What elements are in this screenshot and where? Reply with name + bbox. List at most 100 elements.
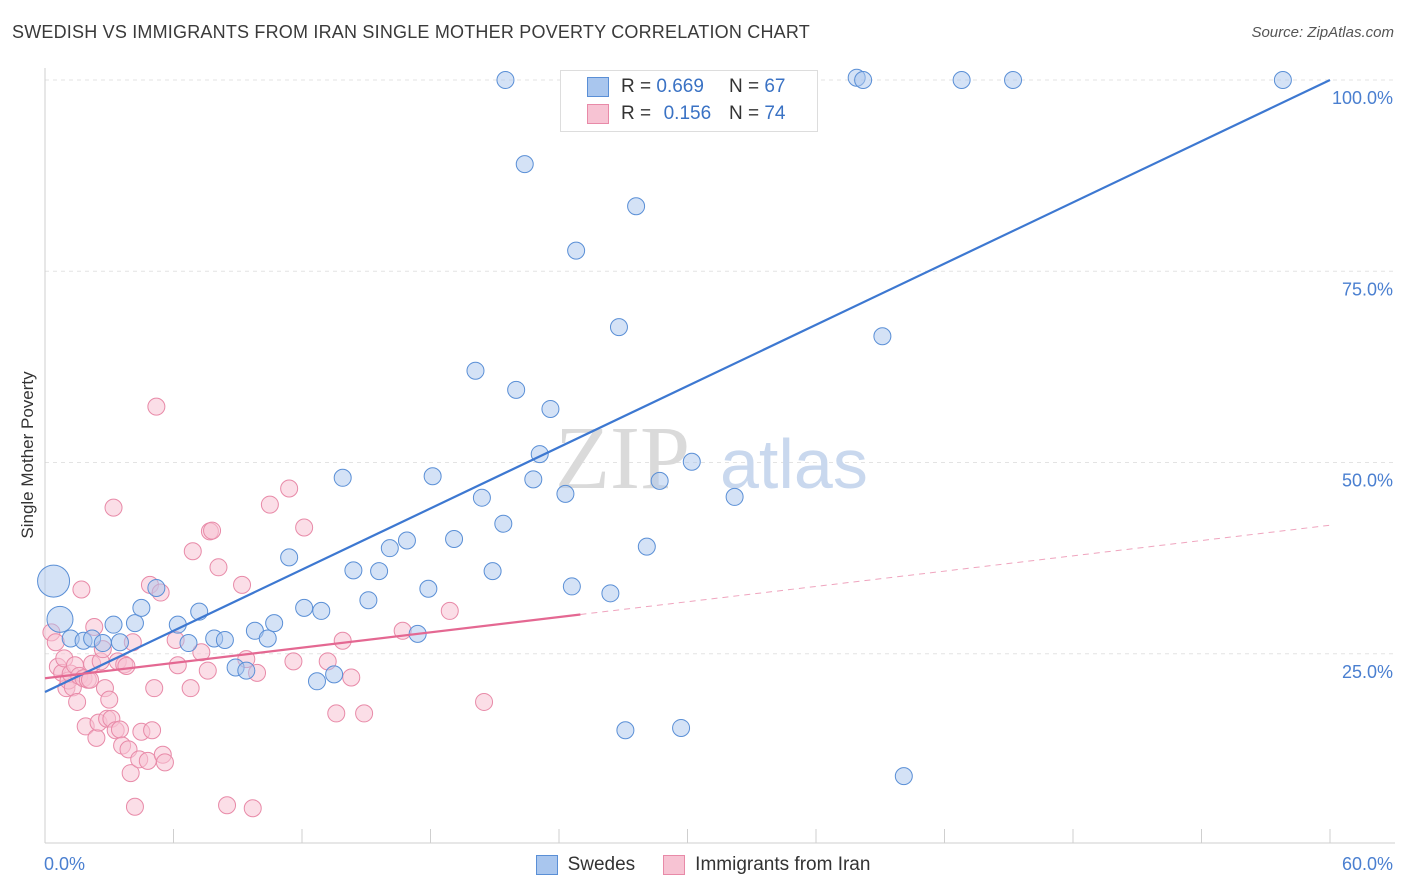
swedes-point bbox=[725, 487, 744, 506]
legend-swatch-iran bbox=[663, 855, 686, 875]
swedes-point bbox=[380, 539, 399, 558]
swedes-point bbox=[682, 452, 701, 471]
series-iran bbox=[42, 397, 494, 818]
iran-point bbox=[218, 796, 237, 815]
iran-point bbox=[440, 601, 459, 620]
iran-point bbox=[284, 652, 303, 671]
swedes-point bbox=[616, 721, 635, 740]
swedes-point bbox=[1004, 71, 1023, 89]
swedes-point bbox=[147, 578, 166, 597]
chart-title: SWEDISH VS IMMIGRANTS FROM IRAN SINGLE M… bbox=[12, 22, 810, 42]
y-tick-label: 25.0% bbox=[1342, 662, 1393, 682]
iran-point bbox=[125, 797, 144, 816]
iran-point bbox=[147, 397, 166, 416]
iran-point bbox=[203, 521, 222, 540]
swedes-point bbox=[567, 241, 586, 260]
y-tick-label: 50.0% bbox=[1342, 471, 1393, 491]
legend-swatch-swedes bbox=[587, 77, 609, 97]
swedes-point bbox=[370, 562, 389, 581]
n-value: 67 bbox=[764, 76, 786, 97]
swedes-point bbox=[854, 71, 873, 89]
iran-point bbox=[181, 679, 200, 698]
iran-point bbox=[110, 720, 129, 739]
swedes-point bbox=[295, 598, 314, 617]
swedes-point bbox=[325, 665, 344, 684]
iran-point bbox=[155, 753, 174, 772]
swedes-point bbox=[609, 318, 628, 337]
iran-point bbox=[327, 704, 346, 723]
r-value: 0.669 bbox=[656, 76, 704, 97]
swedes-point bbox=[494, 514, 513, 533]
swedes-point bbox=[627, 197, 646, 216]
swedes-point bbox=[265, 614, 284, 633]
y-tick-label: 100.0% bbox=[1332, 88, 1393, 108]
iran-point bbox=[72, 580, 91, 599]
swedes-point bbox=[37, 564, 71, 598]
n-label: N = bbox=[728, 103, 760, 124]
swedes-point bbox=[312, 601, 331, 620]
swedes-point bbox=[541, 399, 560, 418]
legend-row-iran: R = 0.156 N = 74 bbox=[587, 101, 785, 127]
swedes-point bbox=[280, 548, 299, 567]
iran-point bbox=[121, 764, 140, 783]
y-axis-label: Single Mother Poverty bbox=[18, 371, 37, 539]
tick-labels: 25.0% 50.0% 75.0% 100.0% 0.0% 60.0% bbox=[44, 88, 1393, 874]
legend-swatch-swedes bbox=[535, 855, 558, 875]
n-label: N = bbox=[728, 76, 760, 97]
iran-point bbox=[243, 799, 262, 818]
grid-lines bbox=[45, 79, 1395, 655]
swedes-point bbox=[672, 718, 691, 737]
legend-item-swedes[interactable]: Swedes bbox=[535, 854, 636, 876]
swedes-point bbox=[359, 591, 378, 610]
swedes-point bbox=[466, 361, 485, 380]
swedes-point bbox=[237, 661, 256, 680]
iran-point bbox=[198, 661, 217, 680]
x-tick-label-min: 0.0% bbox=[44, 854, 85, 874]
swedes-point bbox=[650, 471, 669, 490]
swedes-point bbox=[258, 629, 277, 648]
iran-trend-extension bbox=[580, 524, 1331, 615]
iran-point bbox=[260, 495, 279, 514]
legend-label-swedes: Swedes bbox=[567, 854, 636, 875]
iran-point bbox=[209, 558, 228, 577]
swedes-point bbox=[344, 561, 363, 580]
swedes-point bbox=[524, 470, 543, 489]
iran-point bbox=[333, 631, 352, 650]
r-value: 0.156 bbox=[663, 103, 712, 124]
swedes-point bbox=[601, 584, 620, 603]
swedes-point bbox=[562, 577, 581, 596]
legend-item-iran[interactable]: Immigrants from Iran bbox=[663, 854, 870, 876]
swedes-point bbox=[894, 767, 913, 786]
swedes-point bbox=[445, 530, 464, 548]
legend-row-swedes: R = 0.669 N = 67 bbox=[587, 74, 785, 100]
iran-point bbox=[145, 679, 164, 698]
iran-point bbox=[138, 751, 157, 770]
watermark-atlas: atlas bbox=[720, 425, 868, 503]
iran-point bbox=[87, 728, 106, 747]
legend-swatch-iran bbox=[587, 104, 609, 124]
swedes-point bbox=[132, 598, 151, 617]
iran-point bbox=[168, 656, 187, 675]
iran-point bbox=[183, 542, 202, 561]
iran-point bbox=[68, 692, 87, 711]
watermark-zip: ZIP bbox=[555, 409, 690, 508]
swedes-point bbox=[483, 562, 502, 581]
source-label: Source: ZipAtlas.com bbox=[1251, 24, 1394, 41]
legend-label-iran: Immigrants from Iran bbox=[695, 854, 871, 875]
iran-point bbox=[280, 479, 299, 498]
swedes-point bbox=[46, 605, 74, 633]
swedes-point bbox=[1273, 71, 1292, 89]
swedes-point bbox=[397, 531, 416, 550]
iran-point bbox=[233, 575, 252, 594]
iran-point bbox=[143, 721, 162, 740]
trend-lines bbox=[44, 79, 1331, 693]
swedes-trend-line bbox=[44, 79, 1331, 693]
iran-point bbox=[355, 704, 374, 723]
swedes-point bbox=[419, 579, 438, 598]
swedes-point bbox=[556, 484, 575, 503]
swedes-point bbox=[215, 630, 234, 649]
iran-point bbox=[46, 633, 65, 652]
y-tick-label: 75.0% bbox=[1342, 279, 1393, 299]
iran-point bbox=[342, 668, 361, 687]
